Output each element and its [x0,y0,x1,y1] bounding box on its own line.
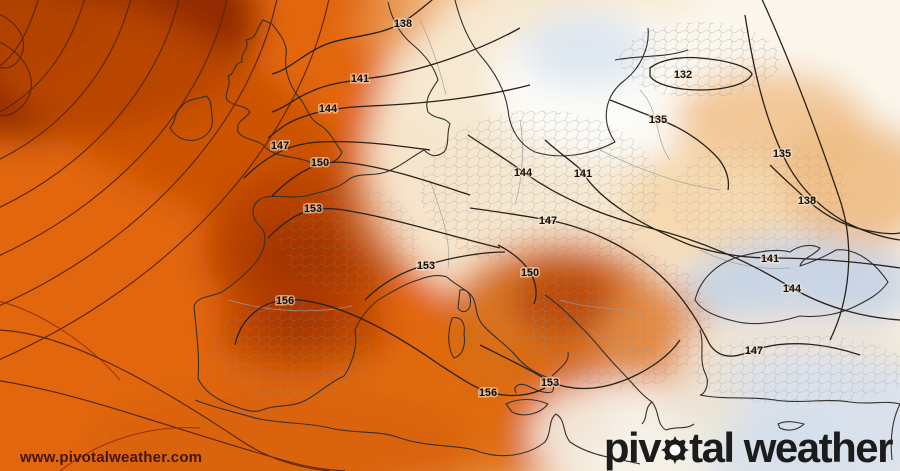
coastline-ireland [169,95,213,142]
contour-label: 156 [276,295,294,307]
coastline-south-france-riviera [377,275,448,301]
contour-label: 141 [761,253,779,265]
contour-label: 147 [271,140,289,152]
contour-labels: 138 141 144 147 150 153 156 153 144 141 147 150 132 1… [269,16,817,400]
coastline-greece-aegean [665,329,708,431]
contour-label: 150 [311,157,329,169]
contour-label: 156 [479,387,497,399]
coastline-italy [446,276,569,394]
contour-153-west [267,207,501,249]
coastline-gulf-of-finland [614,49,689,61]
contour-label: 135 [649,114,667,126]
coastline-levant [890,403,900,461]
contour-label: 144 [783,283,802,295]
contour-141-east [544,139,900,269]
coastline-denmark [423,111,451,157]
contour-141-west [271,27,521,113]
contour-132-loop [649,56,753,91]
contour-label: 141 [351,73,369,85]
coastline-sweden-baltic [454,0,649,157]
contour-147-west [243,140,431,179]
coastline-great-britain [225,19,343,165]
coastline-iberia [193,291,379,412]
contour-156-loop [234,299,546,397]
coastline-black-sea [694,244,889,325]
watermark: www.pivotalweather.com [20,449,203,466]
contour-135-a [609,99,730,191]
contour-label: 147 [539,215,557,227]
coastline-north-africa [194,399,641,465]
contour-147-east [469,207,861,357]
contour-label: 144 [319,103,338,115]
coastline-corsica [457,289,472,313]
contour-label: 153 [541,377,559,389]
contour-144-west [267,84,531,139]
contour-label: 141 [574,168,592,180]
contour-138-sweep [761,0,850,341]
contour-135-b [744,14,900,241]
contour-label: 135 [773,148,791,160]
contour-label: 147 [745,345,763,357]
coastlines [169,0,900,465]
contour-label: 144 [514,167,533,179]
logo-text-right: tal weather [689,424,893,471]
contour-label: 138 [394,18,412,30]
contour-label: 153 [417,260,435,272]
coastline-adriatic-balkans [544,294,667,431]
height-contours [234,0,900,397]
contour-label: 150 [521,267,539,279]
pivotal-weather-logo: piv tal weather [603,424,894,471]
contour-150-italy [497,244,537,305]
coastline-turkey-south [699,394,900,405]
gear-icon [661,436,690,464]
contour-label: 138 [798,195,816,207]
coastline-sicily [505,398,549,416]
contour-150-west [271,161,471,197]
atlantic-contours [0,0,346,471]
contour-label: 153 [304,203,322,215]
contour-153-alps [364,251,506,301]
contour-label: 132 [674,69,692,81]
contour-153-south [479,339,681,390]
logo-text-left: piv [603,424,662,471]
contour-138-east [769,164,900,235]
coastline-west-europe [221,149,425,293]
contour-138-west [271,0,434,75]
country-borders [227,19,791,352]
admin-border-texture [210,22,900,405]
coastline-sardinia [448,317,466,359]
coastline-cyprus [777,421,805,431]
inner-red-contours [0,301,201,471]
